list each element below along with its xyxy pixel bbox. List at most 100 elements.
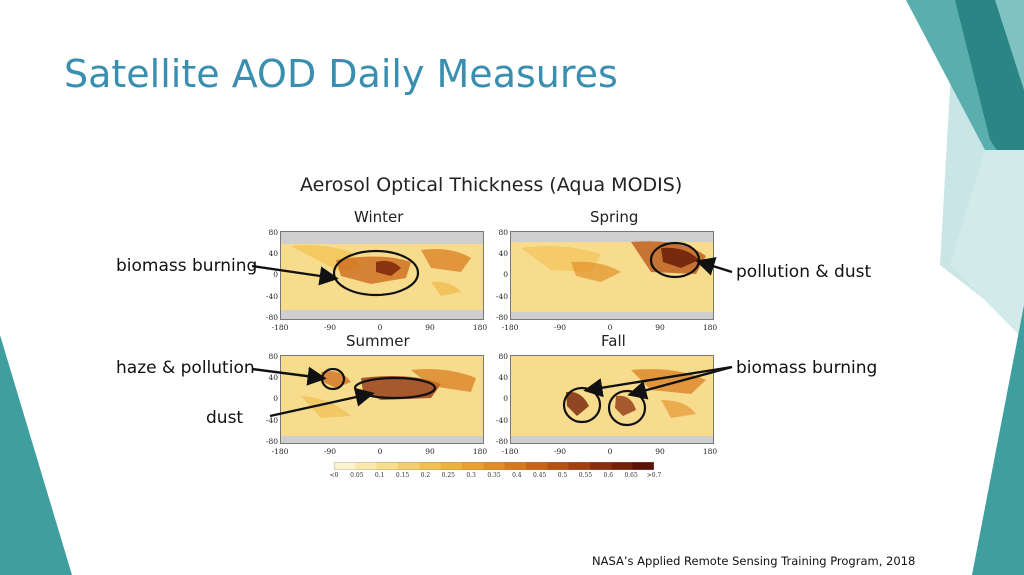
colorbar-tick-label: 0.5	[557, 472, 568, 479]
colorbar-tick-label: 0.15	[395, 472, 410, 479]
lat-tick: 0	[503, 270, 508, 279]
season-label-winter: Winter	[354, 208, 404, 226]
lat-tick: 40	[268, 249, 278, 258]
left-teal-triangle	[0, 335, 72, 575]
colorbar-tick-label: 0.65	[624, 472, 638, 479]
season-label-fall: Fall	[601, 332, 626, 350]
colorbar-swatch	[504, 462, 527, 470]
arrow-summer-dust	[269, 387, 375, 418]
lon-tick: 0	[377, 323, 383, 332]
colorbar	[334, 462, 654, 470]
annotation-pollution-dust: pollution & dust	[736, 262, 872, 282]
colorbar-swatch	[419, 462, 442, 470]
colorbar-tick-label: >0.7	[646, 472, 662, 479]
ellipse-spring-pollution	[649, 241, 701, 279]
annotation-haze-pollution: haze & pollution	[116, 358, 255, 378]
lat-tick: -80	[265, 437, 278, 446]
colorbar-tick-label: 0.05	[350, 472, 364, 479]
lat-tick: 80	[268, 352, 278, 361]
lon-tick: -90	[323, 447, 337, 456]
colorbar-tick-label: 0.4	[512, 472, 522, 479]
colorbar-swatch	[611, 462, 634, 470]
ellipse-winter-biomass	[332, 249, 420, 297]
lat-tick: 80	[268, 228, 278, 237]
annotation-biomass-burning-fall: biomass burning	[736, 358, 878, 378]
lat-tick: 80	[498, 352, 508, 361]
right-lower-light	[950, 150, 1024, 340]
arrow-spring-pollution	[695, 257, 733, 276]
slide-title: Satellite AOD Daily Measures	[64, 52, 618, 96]
lon-tick: 90	[425, 323, 435, 332]
ellipse-fall-samerica	[562, 386, 602, 424]
colorbar-swatch	[547, 462, 570, 470]
lon-tick: 0	[607, 323, 613, 332]
lon-tick: 90	[655, 447, 665, 456]
lat-tick: 0	[273, 394, 278, 403]
annotation-dust: dust	[206, 408, 244, 428]
colorbar-swatch	[590, 462, 612, 470]
arrow-fall-samerica	[583, 365, 733, 398]
lat-tick: 0	[503, 394, 508, 403]
lon-tick: 0	[377, 447, 383, 456]
lon-tick: 180	[702, 323, 718, 332]
lat-tick: -80	[495, 313, 508, 322]
lon-tick: -180	[501, 447, 519, 456]
colorbar-swatch	[632, 462, 654, 470]
figure-title: Aerosol Optical Thickness (Aqua MODIS)	[300, 174, 683, 196]
right-stripe-panel	[995, 0, 1024, 90]
lat-tick: 0	[273, 270, 278, 279]
lat-tick: -40	[265, 292, 278, 301]
lat-tick: 80	[498, 228, 508, 237]
lon-tick: -180	[501, 323, 519, 332]
right-dark-panel	[955, 0, 1024, 190]
lat-tick: -40	[495, 292, 508, 301]
colorbar-tick-label: 0.1	[374, 472, 385, 479]
season-label-spring: Spring	[590, 208, 639, 226]
arrow-winter-biomass	[251, 264, 339, 286]
colorbar-tick-label: 0.2	[420, 472, 431, 479]
lon-tick: -90	[553, 447, 567, 456]
colorbar-tick-label: 0.6	[603, 472, 614, 479]
annotation-marks	[251, 241, 733, 427]
lon-tick: -90	[553, 323, 567, 332]
map-spring	[510, 231, 714, 320]
colorbar-swatch	[526, 462, 548, 470]
colorbar-swatch	[568, 462, 591, 470]
colorbar-tick-label: 0.55	[578, 472, 593, 479]
colorbar-swatch	[334, 462, 356, 470]
aod-figure: Aerosol Optical Thickness (Aqua MODIS) W…	[110, 168, 890, 488]
arrow-fall-africa	[627, 365, 733, 400]
lat-tick: -80	[495, 437, 508, 446]
lon-tick: 180	[472, 323, 488, 332]
lat-tick: 40	[268, 373, 278, 382]
lon-tick: -180	[271, 323, 289, 332]
lon-tick: -180	[271, 447, 289, 456]
lat-tick: 40	[498, 249, 508, 258]
colorbar-tick-label: 0.45	[533, 472, 547, 479]
lat-tick: -40	[495, 416, 508, 425]
lon-tick: 180	[702, 447, 718, 456]
season-label-summer: Summer	[346, 332, 410, 350]
lon-tick: 90	[425, 447, 435, 456]
colorbar-swatch	[462, 462, 484, 470]
colorbar-swatch	[355, 462, 378, 470]
colorbar-tick-label: 0.35	[487, 472, 501, 479]
lon-tick: 180	[472, 447, 488, 456]
arrow-summer-haze	[251, 366, 327, 386]
colorbar-tick-label: 0.25	[441, 472, 455, 479]
lon-tick: -90	[323, 323, 337, 332]
colorbar-swatch	[483, 462, 506, 470]
ellipse-summer-haze	[320, 367, 346, 391]
lat-tick: -80	[265, 313, 278, 322]
annotation-biomass-burning-winter: biomass burning	[116, 256, 258, 276]
ellipse-fall-africa	[607, 389, 647, 427]
credit-text: NASA’s Applied Remote Sensing Training P…	[592, 554, 916, 568]
colorbar-swatch	[398, 462, 420, 470]
colorbar-swatch	[440, 462, 463, 470]
lon-tick: 0	[607, 447, 613, 456]
right-bottom-teal	[972, 305, 1024, 575]
lon-tick: 90	[655, 323, 665, 332]
lat-tick: 40	[498, 373, 508, 382]
lat-tick: -40	[265, 416, 278, 425]
